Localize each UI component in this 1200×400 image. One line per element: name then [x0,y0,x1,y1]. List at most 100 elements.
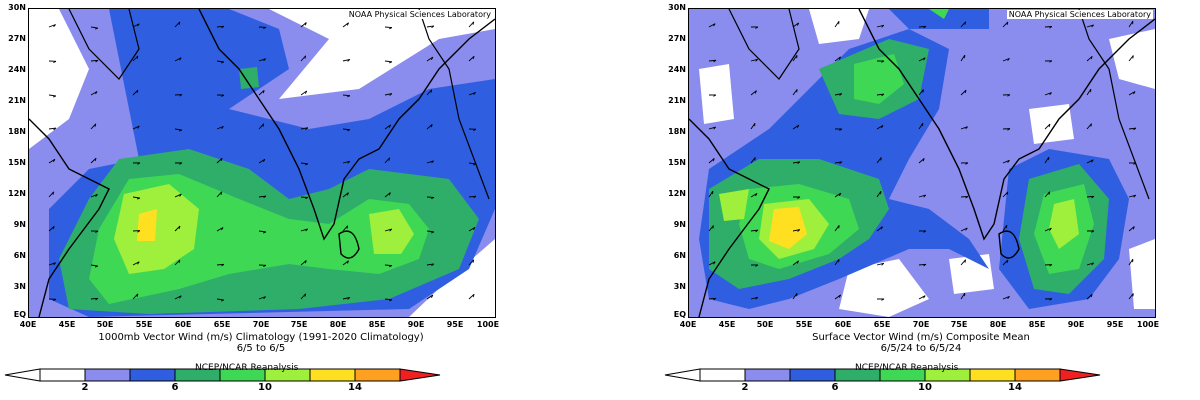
myanmar-coastline [1078,9,1150,200]
lon-label: 55E [135,320,153,329]
wind-arrow [384,60,393,63]
wind-arrow-head [389,93,393,96]
wind-arrow [426,124,433,130]
wind-arrow-head [755,229,759,233]
wind-arrow [300,228,308,232]
wind-arrow-head [797,161,801,165]
wind-arrow [426,89,432,96]
wind-arrow-head [1049,92,1052,96]
wind-arrow [300,196,309,198]
wind-arrow-head [179,57,182,61]
wind-arrow [792,124,800,130]
wind-arrow-head [220,299,225,302]
colorbar-lower-arrow [664,368,701,382]
wind-arrow [468,226,476,232]
wind-arrow [876,125,884,130]
wind-arrow [174,193,182,198]
wind-arrow [384,228,392,232]
wind-arrow-head [178,225,181,230]
wind-arrow [132,196,140,199]
wind-arrow-head [137,261,140,265]
wind-arrow-head [137,162,141,165]
colorbar-swatch [699,368,746,382]
wind-band-12-14 [769,207,807,249]
wind-arrow [1086,123,1092,130]
reanalysis-label: NCEP/NCAR Reanalysis [855,363,959,373]
wind-arrow [132,55,139,62]
wind-arrow [834,93,842,96]
wind-arrow-head [346,192,349,196]
wind-arrow-head [347,59,351,62]
wind-arrow [1086,55,1093,62]
wind-arrow [468,55,475,62]
wind-arrow [876,190,882,198]
africa-coastline [689,118,770,317]
lat-label: 6N [13,251,26,260]
wind-arrow-head [923,263,927,267]
calm-patch [1129,239,1155,309]
wind-arrow [468,92,476,96]
colorbar-lower-arrow [4,368,41,382]
colorbar-tick-label: 14 [1008,382,1022,393]
wind-arrow [48,127,56,130]
lon-label: 70E [912,320,930,329]
wind-arrow-head [179,94,183,97]
wind-arrow [216,157,223,164]
wind-arrow [876,262,884,266]
wind-arrow [918,122,924,130]
wind-arrow-head [94,265,99,268]
wind-arrow [1128,55,1134,62]
lon-label: 45E [58,320,76,329]
wind-arrow-head [430,89,433,93]
sri-lanka-coastline [338,230,360,259]
wind-arrow-head [923,295,926,299]
wind-arrow [216,298,224,301]
wind-arrow [258,89,265,96]
wind-arrow [960,126,968,130]
lon-label: 40E [19,320,37,329]
lon-label: 75E [950,320,968,329]
wind-arrow-head [1006,191,1009,195]
lat-label: 27N [668,34,686,43]
colorbar-tick-label: 6 [171,382,179,393]
wind-arrow [384,298,393,301]
wind-arrow-head [1007,58,1010,61]
wind-vector-arrows [708,20,1137,301]
wind-band-8-10-north [929,9,949,19]
lon-label: 90E [1067,320,1085,329]
right-wind-map: NOAA Physical Sciences Laboratory [688,8,1156,318]
wind-arrow-head [1090,294,1093,298]
wind-arrow [876,226,883,232]
wind-arrow [1128,226,1135,232]
wind-arrow-head [1133,194,1137,198]
wind-arrow-head [388,124,392,128]
wind-arrow-head [881,298,885,301]
wind-arrow [90,91,98,96]
wind-arrow-head [881,24,885,28]
wind-arrow [1002,159,1010,164]
wind-vector-arrows [48,21,477,302]
wind-arrow-head [221,126,224,129]
wind-arrow [960,227,968,232]
wind-band-10-12-east [369,209,414,254]
right-wind-speed-field [689,9,1155,317]
wind-band-12-14 [137,209,157,241]
wind-arrow-head [797,229,801,232]
wind-arrow-head [221,25,225,29]
wind-arrow [258,230,266,233]
lon-label: 45E [718,320,736,329]
wind-arrow [342,192,349,198]
wind-arrow-head [95,194,98,197]
wind-arrow [174,225,181,232]
wind-arrow-head [53,158,56,163]
wind-arrow-head [472,56,475,60]
wind-arrow [174,21,181,28]
wind-arrow-head [179,162,183,165]
wind-arrow [48,24,56,28]
lat-label: 9N [13,220,26,229]
wind-arrow-head [1090,56,1093,60]
wind-arrow-head [263,158,266,163]
wind-arrow [342,94,351,97]
wind-arrow-head [1007,296,1010,300]
wind-arrow-head [923,194,927,198]
